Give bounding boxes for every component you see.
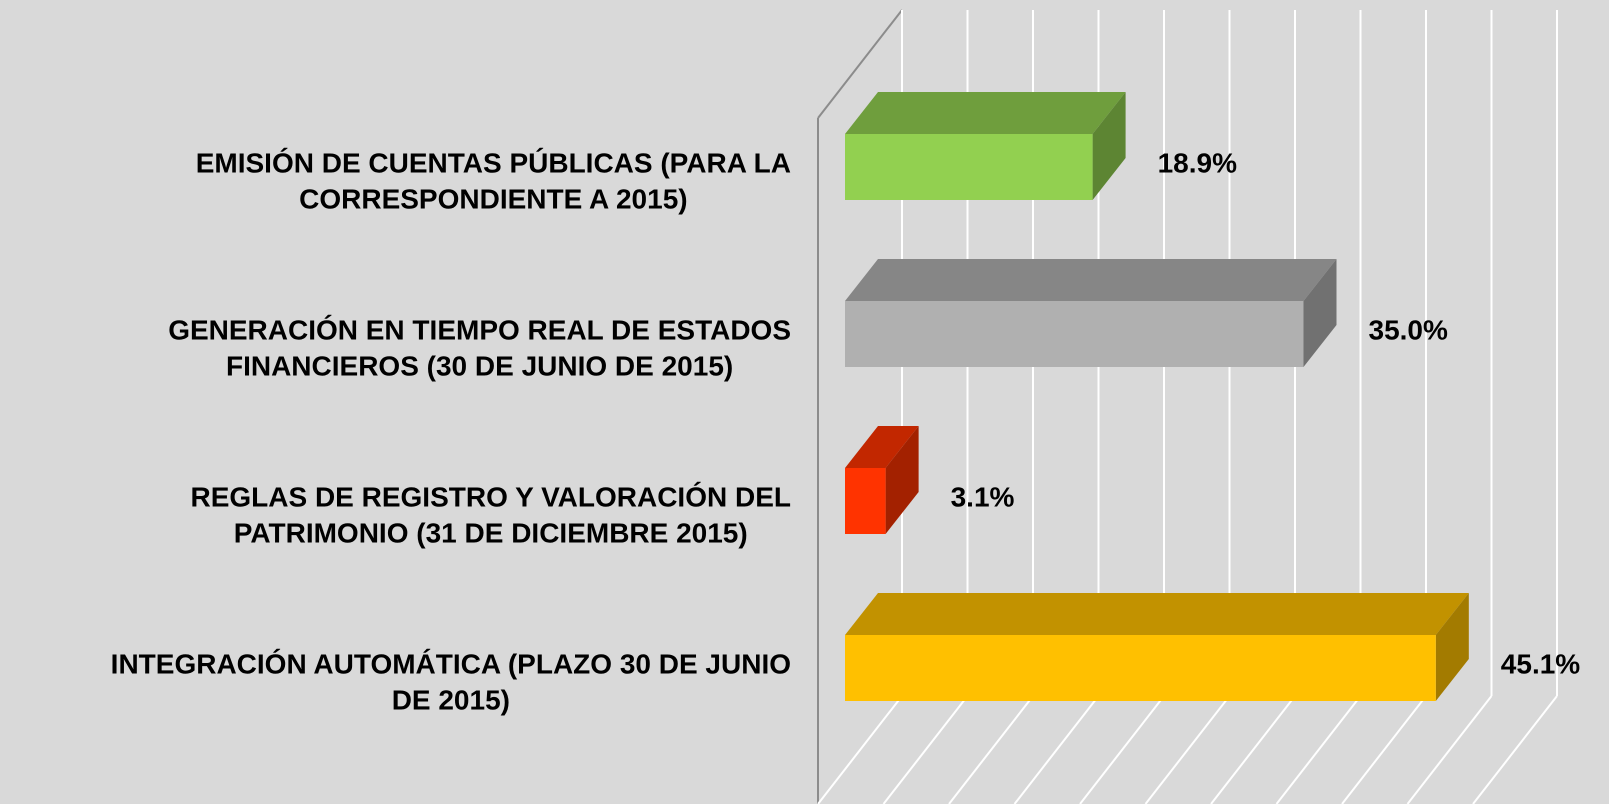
- floor-grid-line: [817, 695, 903, 804]
- value-label: 35.0%: [1369, 314, 1448, 345]
- floor-grid-line: [1079, 695, 1165, 804]
- category-label: PATRIMONIO (31 DE DICIEMBRE 2015): [234, 517, 748, 548]
- bar: [845, 301, 1304, 367]
- bar-side: [1435, 593, 1469, 701]
- bar-side: [1303, 259, 1337, 367]
- category-label: GENERACIÓN EN TIEMPO REAL DE ESTADOS: [168, 314, 791, 345]
- floor-grid-line: [1013, 695, 1100, 804]
- value-label: 18.9%: [1158, 147, 1237, 178]
- bar-side: [1092, 92, 1126, 200]
- floor-grid-line: [1472, 695, 1558, 804]
- category-label: CORRESPONDIENTE A 2015): [299, 183, 687, 214]
- floor-grid-line: [1406, 695, 1493, 804]
- category-label: FINANCIEROS (30 DE JUNIO DE 2015): [226, 350, 733, 381]
- value-label: 3.1%: [951, 481, 1015, 512]
- bar: [845, 635, 1436, 701]
- bar-top: [845, 92, 1126, 134]
- category-label: EMISIÓN DE CUENTAS PÚBLICAS (PARA LA: [196, 147, 791, 178]
- bar: [845, 468, 886, 534]
- bar: [845, 134, 1093, 200]
- bar-top: [845, 426, 919, 468]
- floor-grid-line: [882, 695, 969, 804]
- category-label: INTEGRACIÓN AUTOMÁTICA (PLAZO 30 DE JUNI…: [111, 648, 791, 679]
- floor-grid-line: [1275, 695, 1362, 804]
- floor-grid-line: [1144, 695, 1231, 804]
- floor-grid-line: [1210, 695, 1296, 804]
- side-wall-edge: [817, 9, 903, 119]
- bar-top: [845, 259, 1337, 301]
- floor-grid-line: [948, 695, 1034, 804]
- floor-grid-line: [1341, 695, 1427, 804]
- category-label: REGLAS DE REGISTRO Y VALORACIÓN DEL: [190, 481, 791, 512]
- bar-side: [885, 426, 919, 534]
- category-label: DE 2015): [392, 684, 510, 715]
- bar-top: [845, 593, 1469, 635]
- value-label: 45.1%: [1501, 648, 1580, 679]
